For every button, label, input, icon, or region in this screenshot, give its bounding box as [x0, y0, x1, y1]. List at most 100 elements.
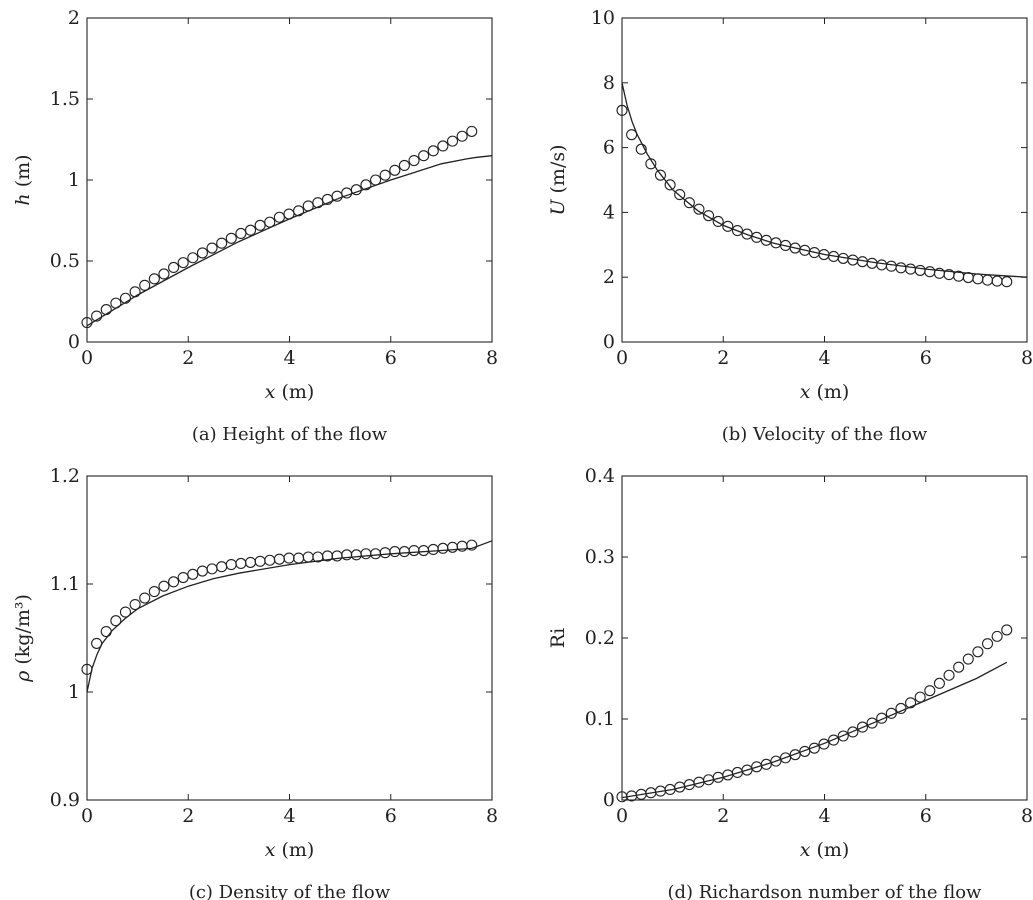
data-point	[148, 586, 160, 598]
data-point	[81, 663, 93, 675]
y-tick-label: 0.4	[585, 465, 615, 487]
data-point	[350, 184, 362, 196]
data-point	[293, 205, 305, 217]
data-point	[235, 227, 247, 240]
data-point	[91, 637, 103, 649]
data-point	[437, 542, 449, 554]
data-point	[981, 274, 994, 286]
plot-frame	[621, 17, 1028, 343]
x-tick-label: 4	[283, 347, 295, 369]
x-tick-label: 2	[182, 347, 194, 369]
data-point	[779, 752, 792, 764]
data-point	[895, 262, 907, 274]
data-point	[654, 169, 667, 181]
subfigure-caption: (d) Richardson number of the flow	[668, 882, 983, 900]
data-point	[158, 580, 170, 592]
x-tick-label: 6	[920, 347, 932, 369]
data-point	[273, 211, 285, 223]
data-point	[837, 730, 849, 742]
data-point	[427, 145, 439, 157]
data-point	[273, 553, 285, 565]
y-tick-label: 6	[603, 137, 615, 159]
data-point	[398, 546, 410, 558]
data-point	[341, 549, 353, 561]
y-axis-label: Ri	[547, 628, 569, 648]
data-point	[885, 707, 897, 719]
data-point	[722, 220, 734, 232]
x-tick-label: 4	[818, 347, 830, 369]
data-point	[905, 697, 917, 709]
data-point	[799, 745, 811, 757]
data-point	[100, 625, 112, 638]
data-point	[264, 554, 276, 566]
data-point	[703, 210, 715, 222]
data-point	[741, 764, 753, 776]
data-point	[370, 174, 382, 186]
y-tick-label: 0.2	[585, 627, 615, 649]
data-point	[847, 726, 859, 738]
data-point	[302, 200, 314, 212]
data-point	[196, 247, 208, 259]
data-point	[216, 561, 228, 573]
data-point	[616, 104, 628, 116]
data-point	[379, 547, 391, 559]
data-point	[731, 224, 743, 237]
data-point	[683, 197, 695, 209]
x-tick-label: 2	[182, 805, 194, 827]
data-point	[283, 552, 295, 564]
data-point	[914, 264, 926, 276]
data-point	[876, 259, 888, 271]
series-line	[621, 82, 1028, 278]
data-point	[216, 237, 228, 249]
data-point	[283, 208, 295, 220]
data-point	[119, 606, 132, 618]
plot-frame	[86, 475, 493, 801]
data-point	[110, 297, 122, 309]
subfigure-caption: (a) Height of the flow	[192, 424, 388, 445]
data-point	[760, 758, 772, 770]
x-tick-label: 2	[717, 805, 729, 827]
data-point	[389, 164, 401, 176]
data-point	[953, 661, 965, 673]
y-tick-label: 1.2	[50, 465, 80, 487]
data-point	[264, 216, 276, 228]
data-point	[293, 552, 305, 564]
y-tick-label: 0.3	[585, 546, 615, 568]
x-tick-label: 8	[486, 805, 498, 827]
y-tick-label: 0.1	[585, 708, 615, 730]
data-point	[885, 260, 897, 272]
data-point	[206, 563, 218, 575]
x-tick-label: 4	[818, 805, 830, 827]
data-point	[129, 598, 141, 611]
data-point	[187, 252, 199, 264]
y-tick-label: 4	[603, 201, 615, 223]
subfigure-caption: (c) Density of the flow	[189, 882, 391, 900]
chart-d: 0 2 4 6 8 0 0.1 0.2 0.3 0.4 x (m) Ri (d) Richardson …	[547, 465, 1033, 900]
y-tick-label: 0	[603, 789, 615, 811]
subfigure-caption: (b) Velocity of the flow	[722, 424, 928, 445]
data-point	[350, 549, 362, 561]
data-point	[91, 310, 103, 322]
data-point	[924, 685, 936, 697]
data-point	[770, 755, 782, 767]
data-point	[177, 571, 189, 584]
data-point	[110, 615, 122, 627]
data-point	[712, 215, 724, 228]
data-point	[446, 541, 459, 553]
data-point	[1001, 624, 1013, 636]
data-point	[693, 203, 705, 215]
y-tick-label: 8	[603, 72, 615, 94]
data-point	[341, 187, 353, 199]
data-point	[933, 677, 945, 689]
y-tick-label: 0	[68, 331, 80, 353]
data-point	[962, 653, 974, 665]
x-tick-label: 0	[616, 347, 628, 369]
data-point	[972, 273, 984, 285]
data-point	[943, 669, 955, 681]
data-point	[360, 179, 372, 191]
y-tick-label: 2	[603, 266, 615, 288]
x-tick-label: 8	[1021, 805, 1033, 827]
data-point	[331, 190, 343, 202]
data-point	[244, 224, 257, 236]
